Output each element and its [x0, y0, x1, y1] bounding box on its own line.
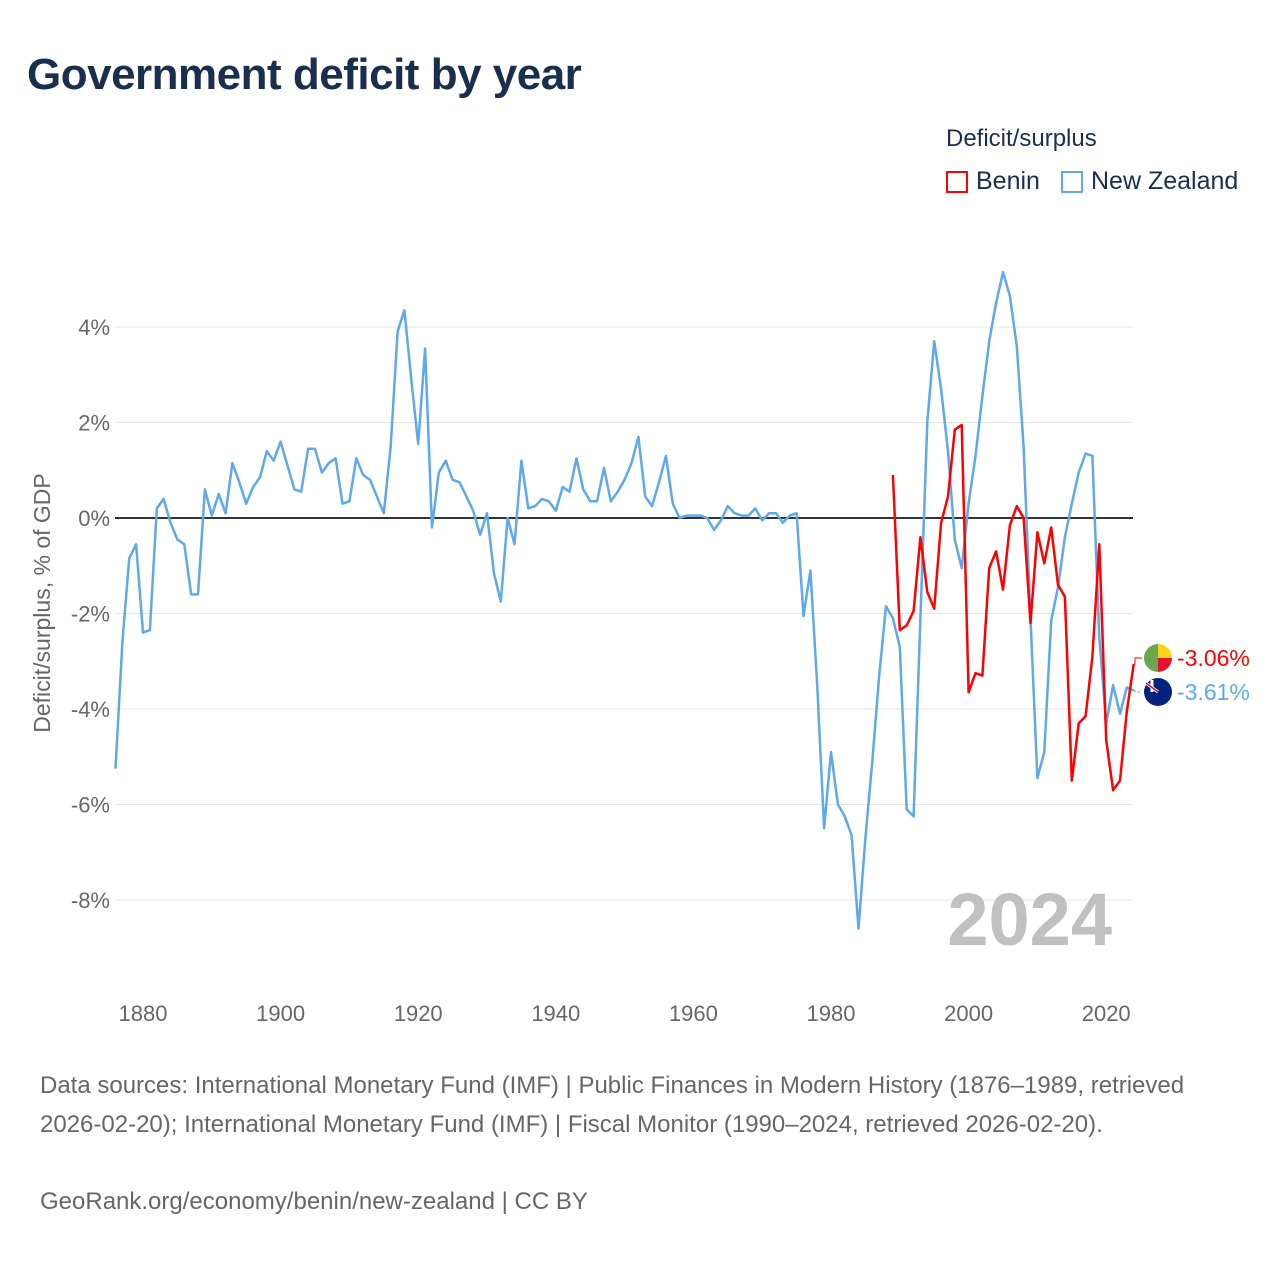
end-value-label: -3.06%: [1177, 645, 1250, 671]
legend-swatch-benin: [946, 170, 968, 193]
end-connector: [1133, 657, 1142, 665]
x-tick-label: 1940: [531, 1001, 580, 1026]
chart-title: Government deficit by year: [27, 50, 582, 99]
series-line-new-zealand: [114, 270, 1135, 930]
series-line-benin: [891, 423, 1135, 792]
year-watermark: 2024: [947, 878, 1112, 961]
flag-yellow: [1158, 644, 1172, 658]
end-labels: -3.61% -3.06%: [1133, 644, 1250, 706]
line-chart: 4%2%0%-2%-4%-6%-8% 1880 1900 1920 1940 1960 1…: [29, 270, 1250, 1026]
y-tick-label: -4%: [71, 697, 110, 722]
y-tick-label: 4%: [78, 315, 110, 340]
flag-union-red: [1145, 682, 1159, 693]
legend-swatch-new-zealand: [1061, 170, 1083, 193]
legend-item-benin[interactable]: Benin: [946, 167, 1040, 196]
x-tick-label: 2020: [1082, 1001, 1131, 1026]
x-tick-label: 1960: [669, 1001, 718, 1026]
credit-link[interactable]: GeoRank.org/economy/benin/new-zealand | …: [40, 1188, 588, 1215]
legend-label-benin: Benin: [976, 167, 1040, 195]
y-tick-label: -6%: [71, 793, 110, 818]
y-axis-ticks: 4% 2% 0% -2% -4% -6% -8%: [71, 315, 110, 913]
legend-label-new-zealand: New Zealand: [1091, 167, 1239, 195]
end-connector: [1133, 689, 1142, 693]
x-tick-label: 1880: [119, 1001, 168, 1026]
data-sources: Data sources: International Monetary Fun…: [40, 1072, 1185, 1138]
legend-title: Deficit/surplus: [946, 125, 1097, 152]
x-tick-label: 1920: [394, 1001, 443, 1026]
y-axis-label: Deficit/surplus, % of GDP: [29, 473, 55, 732]
x-axis-ticks: 1880 1900 1920 1940 1960 1980 2000 2020: [119, 1001, 1131, 1026]
legend-item-new-zealand[interactable]: New Zealand: [1061, 167, 1238, 196]
flag-green: [1144, 644, 1158, 672]
y-tick-label: 2%: [78, 411, 110, 436]
new-zealand-flag-icon: [1144, 678, 1172, 706]
end-value-label: -3.61%: [1177, 679, 1250, 705]
benin-flag-icon: [1144, 644, 1172, 672]
y-tick-label: -2%: [71, 602, 110, 627]
x-tick-label: 2000: [944, 1001, 993, 1026]
flag-red: [1158, 658, 1172, 672]
x-tick-label: 1900: [256, 1001, 305, 1026]
y-tick-label: -8%: [71, 888, 110, 913]
y-tick-label: 0%: [78, 506, 110, 531]
series-lines: [114, 270, 1135, 930]
x-tick-label: 1980: [807, 1001, 856, 1026]
